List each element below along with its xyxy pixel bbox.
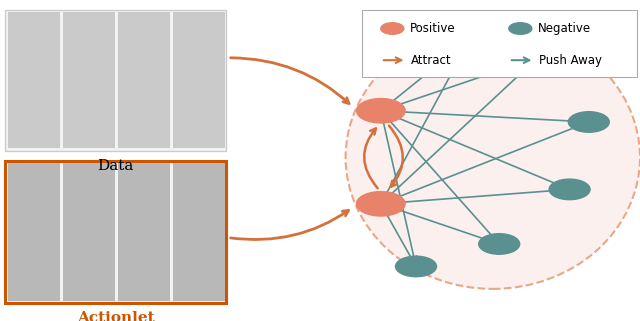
FancyBboxPatch shape (173, 163, 225, 301)
Ellipse shape (346, 26, 640, 289)
FancyBboxPatch shape (5, 160, 226, 303)
FancyBboxPatch shape (63, 163, 115, 301)
Circle shape (396, 256, 436, 277)
Circle shape (479, 234, 520, 254)
Text: Data: Data (97, 159, 134, 173)
FancyBboxPatch shape (63, 12, 115, 148)
Circle shape (549, 179, 590, 200)
Text: Push Away: Push Away (539, 54, 602, 67)
Text: Negative: Negative (538, 22, 591, 35)
Circle shape (450, 28, 491, 49)
Text: Attract: Attract (411, 54, 451, 67)
FancyBboxPatch shape (362, 10, 637, 77)
FancyBboxPatch shape (118, 163, 170, 301)
Circle shape (356, 99, 405, 123)
Circle shape (568, 112, 609, 132)
FancyBboxPatch shape (173, 12, 225, 148)
FancyBboxPatch shape (5, 10, 226, 151)
Circle shape (517, 48, 558, 68)
Circle shape (356, 192, 405, 216)
Text: Actionlet: Actionlet (77, 311, 154, 321)
Text: Positive: Positive (410, 22, 455, 35)
Circle shape (509, 23, 532, 34)
FancyBboxPatch shape (118, 12, 170, 148)
Circle shape (381, 23, 404, 34)
FancyBboxPatch shape (8, 163, 60, 301)
FancyBboxPatch shape (8, 12, 60, 148)
